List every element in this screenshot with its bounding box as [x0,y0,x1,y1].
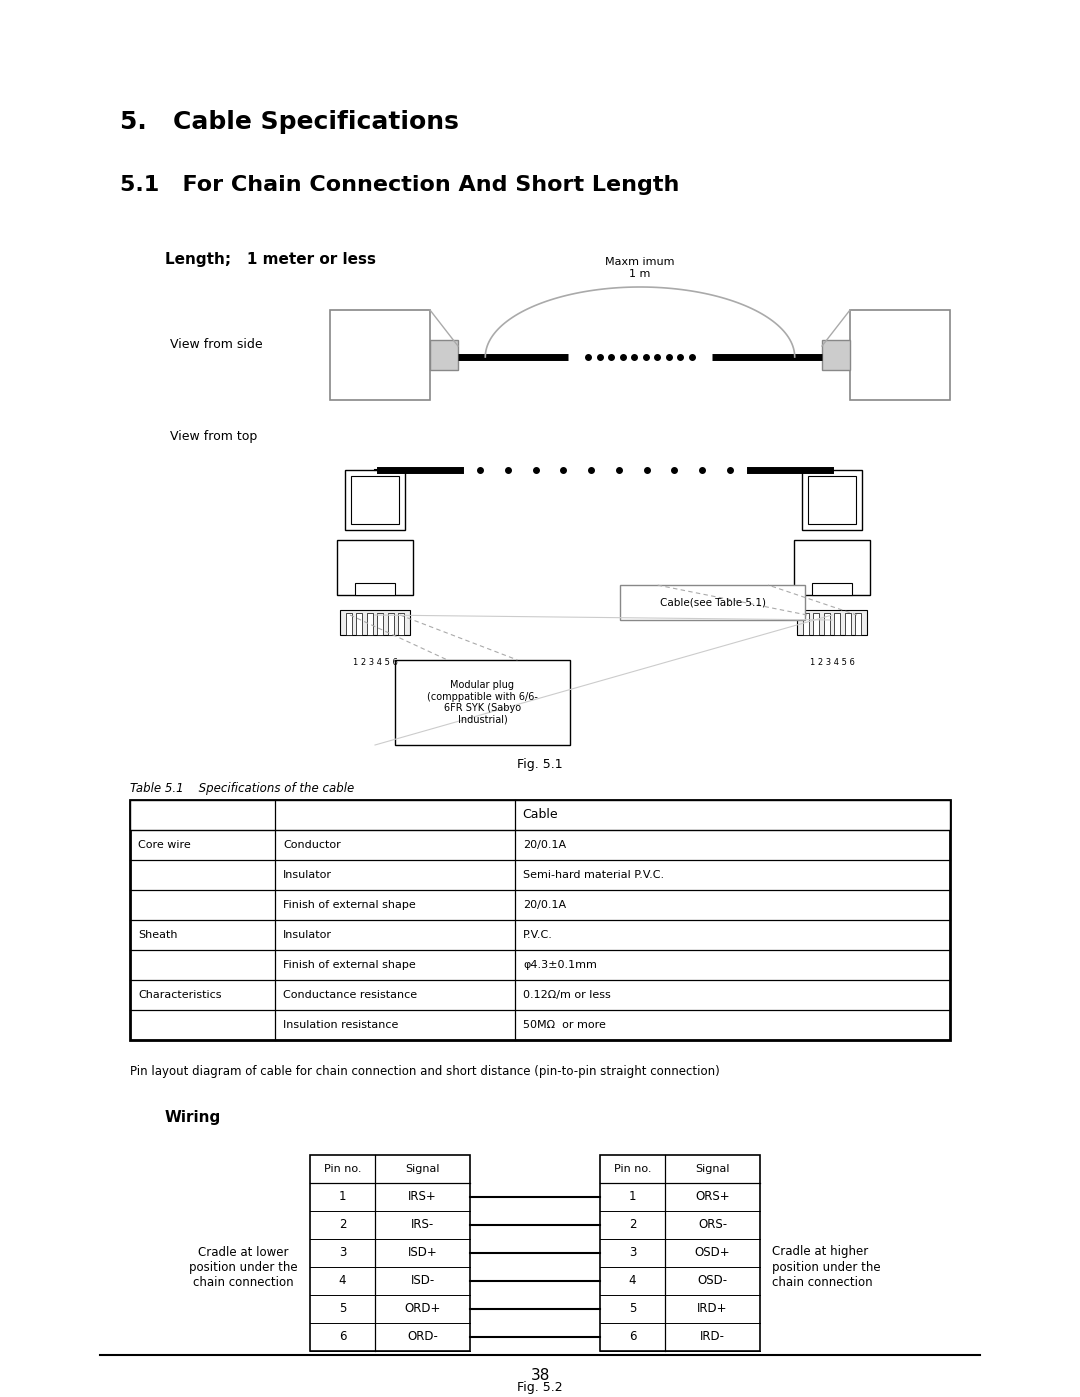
Text: Conductance resistance: Conductance resistance [283,990,417,1000]
Text: OSD-: OSD- [698,1274,728,1288]
Text: Modular plug
(comppatible with 6/6-
6FR SYK (Sabyo
Industrial): Modular plug (comppatible with 6/6- 6FR … [427,680,538,725]
Text: Semi-hard material P.V.C.: Semi-hard material P.V.C. [523,870,664,880]
Text: 5.   Cable Specifications: 5. Cable Specifications [120,110,459,134]
Bar [822,339,850,370]
Text: Signal: Signal [696,1164,730,1173]
Text: Cable(see Table 5.1): Cable(see Table 5.1) [660,598,766,608]
Bar [845,613,851,636]
Bar [824,613,829,636]
Text: IRD+: IRD+ [698,1302,728,1316]
Bar [812,583,852,595]
Text: 5: 5 [629,1302,636,1316]
Text: IRS+: IRS+ [408,1190,437,1203]
Text: 50MΩ  or more: 50MΩ or more [523,1020,606,1030]
Text: Insulator: Insulator [283,930,332,940]
Bar [337,541,413,595]
Text: ISD-: ISD- [410,1274,434,1288]
Text: Finish of external shape: Finish of external shape [283,960,416,970]
Text: Signal: Signal [405,1164,440,1173]
Text: Length;   1 meter or less: Length; 1 meter or less [165,251,376,267]
Text: φ4.3±0.1mm: φ4.3±0.1mm [523,960,597,970]
Text: 2: 2 [629,1218,636,1232]
Text: 0.12Ω/m or less: 0.12Ω/m or less [523,990,611,1000]
Bar [367,613,373,636]
Text: OSD+: OSD+ [694,1246,730,1260]
Bar [345,469,405,529]
Bar [310,1155,470,1351]
Text: ORD+: ORD+ [404,1302,441,1316]
Bar [340,610,410,636]
Bar [600,1155,760,1351]
Bar [802,469,862,529]
Text: 5: 5 [339,1302,347,1316]
Text: 5.1   For Chain Connection And Short Length: 5.1 For Chain Connection And Short Lengt… [120,175,679,196]
Text: 4: 4 [629,1274,636,1288]
Text: Cable: Cable [523,809,557,821]
Bar [356,613,363,636]
Text: Finish of external shape: Finish of external shape [283,900,416,909]
Bar [620,585,805,620]
Text: Insulator: Insulator [283,870,332,880]
Bar [395,659,570,745]
Text: ISD+: ISD+ [407,1246,437,1260]
Text: 1: 1 [629,1190,636,1203]
Text: Cradle at lower
position under the
chain connection: Cradle at lower position under the chain… [189,1246,298,1288]
Text: Sheath: Sheath [138,930,177,940]
Text: Table 5.1    Specifications of the cable: Table 5.1 Specifications of the cable [130,782,354,795]
Text: Fig. 5.2: Fig. 5.2 [517,1382,563,1394]
Text: IRS-: IRS- [410,1218,434,1232]
Bar [797,610,867,636]
Bar [130,800,950,1039]
Text: 6: 6 [339,1330,347,1344]
Text: Maxm imum
1 m: Maxm imum 1 m [605,257,675,279]
Bar [388,613,393,636]
Text: Cradle at higher
position under the
chain connection: Cradle at higher position under the chai… [772,1246,880,1288]
Text: Core wire: Core wire [138,840,191,849]
Text: 20/0.1A: 20/0.1A [523,900,566,909]
Text: Wiring: Wiring [165,1111,221,1125]
Text: IRD-: IRD- [700,1330,725,1344]
Text: 6: 6 [629,1330,636,1344]
Bar [834,613,840,636]
Text: Fig. 5.1: Fig. 5.1 [517,759,563,771]
Text: Characteristics: Characteristics [138,990,221,1000]
Text: 38: 38 [530,1368,550,1383]
Bar [330,310,430,400]
Bar [855,613,861,636]
Bar [808,476,856,524]
Text: Pin no.: Pin no. [324,1164,361,1173]
Text: 20/0.1A: 20/0.1A [523,840,566,849]
Text: ORS-: ORS- [698,1218,727,1232]
Bar [794,541,870,595]
Bar [430,339,458,370]
Text: 2: 2 [339,1218,347,1232]
Bar [130,800,950,830]
Text: View from side: View from side [170,338,262,352]
Text: 1 2 3 4 5 6: 1 2 3 4 5 6 [352,658,397,666]
Text: Conductor: Conductor [283,840,341,849]
Bar [813,613,820,636]
Text: Pin no.: Pin no. [613,1164,651,1173]
Bar [850,310,950,400]
Text: 3: 3 [339,1246,347,1260]
Text: 3: 3 [629,1246,636,1260]
Text: View from top: View from top [170,430,257,443]
Text: 1: 1 [339,1190,347,1203]
Bar [399,613,404,636]
Bar [351,476,399,524]
Text: P.V.C.: P.V.C. [523,930,553,940]
Text: 4: 4 [339,1274,347,1288]
Text: ORS+: ORS+ [696,1190,730,1203]
Text: ORD-: ORD- [407,1330,437,1344]
Text: Insulation resistance: Insulation resistance [283,1020,399,1030]
Bar [377,613,383,636]
Bar [804,613,809,636]
Text: 1 2 3 4 5 6: 1 2 3 4 5 6 [810,658,854,666]
Bar [346,613,352,636]
Bar [355,583,395,595]
Text: Pin layout diagram of cable for chain connection and short distance (pin-to-pin : Pin layout diagram of cable for chain co… [130,1065,719,1078]
